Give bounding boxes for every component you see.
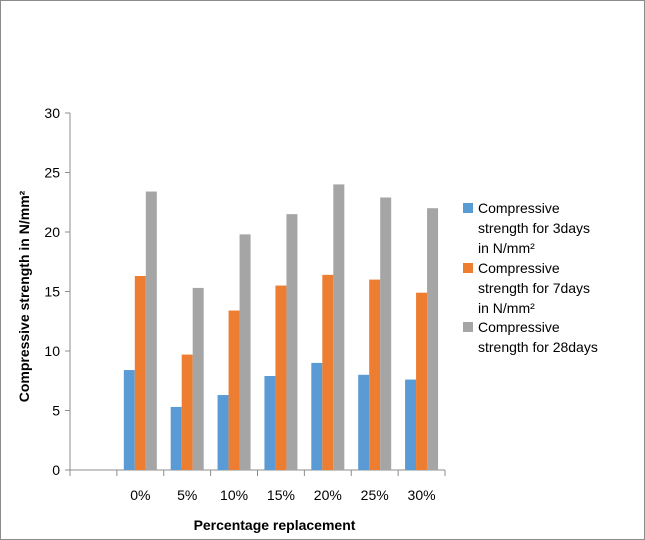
y-tick-label: 25 — [44, 165, 60, 181]
x-tick-label: 25% — [361, 487, 389, 503]
y-tick-label: 5 — [52, 403, 60, 419]
bar-series-3 — [380, 197, 392, 471]
bar-series-1 — [170, 406, 182, 470]
legend-label-3: Compressive — [478, 319, 560, 335]
bar-series-1 — [405, 379, 417, 470]
bar-series-3 — [286, 214, 298, 470]
y-tick-label: 20 — [44, 224, 60, 240]
legend-swatch-1 — [463, 203, 473, 213]
y-tick-label: 0 — [52, 462, 60, 478]
bar-series-2 — [181, 354, 193, 470]
x-tick-label: 15% — [267, 487, 295, 503]
bar-series-1 — [123, 370, 135, 470]
bar-series-2 — [275, 285, 287, 470]
y-axis-title: Compressive strength in N/mm² — [16, 190, 32, 402]
x-tick-label: 0% — [130, 487, 150, 503]
y-tick-label: 10 — [44, 343, 60, 359]
x-tick-label: 30% — [408, 487, 436, 503]
bar-series-3 — [333, 184, 345, 470]
legend-label-1: Compressive — [478, 200, 560, 216]
bar-series-3 — [192, 287, 204, 470]
legend-label-2: strength for 7days — [478, 280, 590, 296]
bar-series-1 — [311, 362, 323, 470]
bar-series-3 — [239, 234, 251, 470]
bar-series-2 — [228, 310, 240, 470]
x-axis-title: Percentage replacement — [194, 517, 356, 533]
legend-label-1: strength for 3days — [478, 220, 590, 236]
y-tick-label: 30 — [44, 105, 60, 121]
bar-series-2 — [416, 292, 428, 470]
bar-series-3 — [427, 208, 439, 470]
x-tick-label: 20% — [314, 487, 342, 503]
bar-series-1 — [358, 374, 370, 470]
legend-swatch-2 — [463, 263, 473, 273]
bar-series-1 — [217, 395, 229, 470]
bar-series-2 — [322, 274, 334, 470]
bar-series-2 — [134, 276, 146, 470]
bar-series-2 — [369, 279, 381, 470]
x-tick-label: 5% — [177, 487, 197, 503]
bar-series-1 — [264, 375, 276, 470]
y-tick-label: 15 — [44, 284, 60, 300]
legend-label-2: Compressive — [478, 260, 560, 276]
legend-label-1: in N/mm² — [478, 240, 535, 256]
legend-label-3: strength for 28days — [478, 339, 598, 355]
legend-label-2: in N/mm² — [478, 300, 535, 316]
x-tick-label: 10% — [220, 487, 248, 503]
bar-series-3 — [145, 191, 157, 471]
legend-swatch-3 — [463, 322, 473, 332]
